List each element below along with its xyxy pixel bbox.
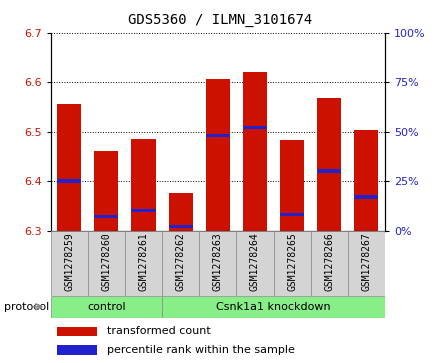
Text: GSM1278259: GSM1278259 bbox=[64, 232, 74, 291]
Bar bbox=[162, 296, 385, 318]
Bar bbox=[57, 179, 81, 183]
Bar bbox=[57, 327, 97, 336]
Text: control: control bbox=[87, 302, 126, 312]
Bar bbox=[274, 231, 311, 296]
Bar bbox=[132, 139, 156, 231]
Bar bbox=[88, 231, 125, 296]
Bar bbox=[132, 209, 156, 212]
Bar bbox=[206, 134, 230, 137]
Bar bbox=[57, 105, 81, 231]
Text: GSM1278261: GSM1278261 bbox=[139, 232, 148, 291]
Bar bbox=[317, 170, 341, 173]
Bar bbox=[57, 346, 97, 355]
Text: GSM1278265: GSM1278265 bbox=[287, 232, 297, 291]
Text: percentile rank within the sample: percentile rank within the sample bbox=[107, 345, 295, 355]
Text: GSM1278266: GSM1278266 bbox=[324, 232, 334, 291]
Bar bbox=[125, 231, 162, 296]
Text: transformed count: transformed count bbox=[107, 326, 211, 336]
Bar bbox=[236, 231, 274, 296]
Text: GSM1278262: GSM1278262 bbox=[176, 232, 186, 291]
Text: GSM1278260: GSM1278260 bbox=[101, 232, 111, 291]
Bar bbox=[206, 79, 230, 231]
Bar bbox=[51, 231, 88, 296]
Bar bbox=[243, 72, 267, 231]
Bar bbox=[243, 126, 267, 129]
Bar bbox=[280, 213, 304, 216]
Text: Csnk1a1 knockdown: Csnk1a1 knockdown bbox=[216, 302, 331, 312]
Bar bbox=[354, 195, 378, 199]
Bar bbox=[94, 151, 118, 231]
Bar bbox=[348, 231, 385, 296]
Bar bbox=[311, 231, 348, 296]
Bar bbox=[354, 130, 378, 231]
Text: protocol: protocol bbox=[4, 302, 50, 312]
Bar bbox=[94, 215, 118, 219]
Bar bbox=[199, 231, 236, 296]
Bar bbox=[280, 140, 304, 231]
Bar bbox=[317, 98, 341, 231]
Bar bbox=[169, 225, 193, 228]
Text: GSM1278267: GSM1278267 bbox=[361, 232, 371, 291]
Bar bbox=[169, 193, 193, 231]
Text: GDS5360 / ILMN_3101674: GDS5360 / ILMN_3101674 bbox=[128, 13, 312, 27]
Text: GSM1278263: GSM1278263 bbox=[213, 232, 223, 291]
Bar bbox=[162, 231, 199, 296]
Bar bbox=[51, 296, 162, 318]
Text: GSM1278264: GSM1278264 bbox=[250, 232, 260, 291]
